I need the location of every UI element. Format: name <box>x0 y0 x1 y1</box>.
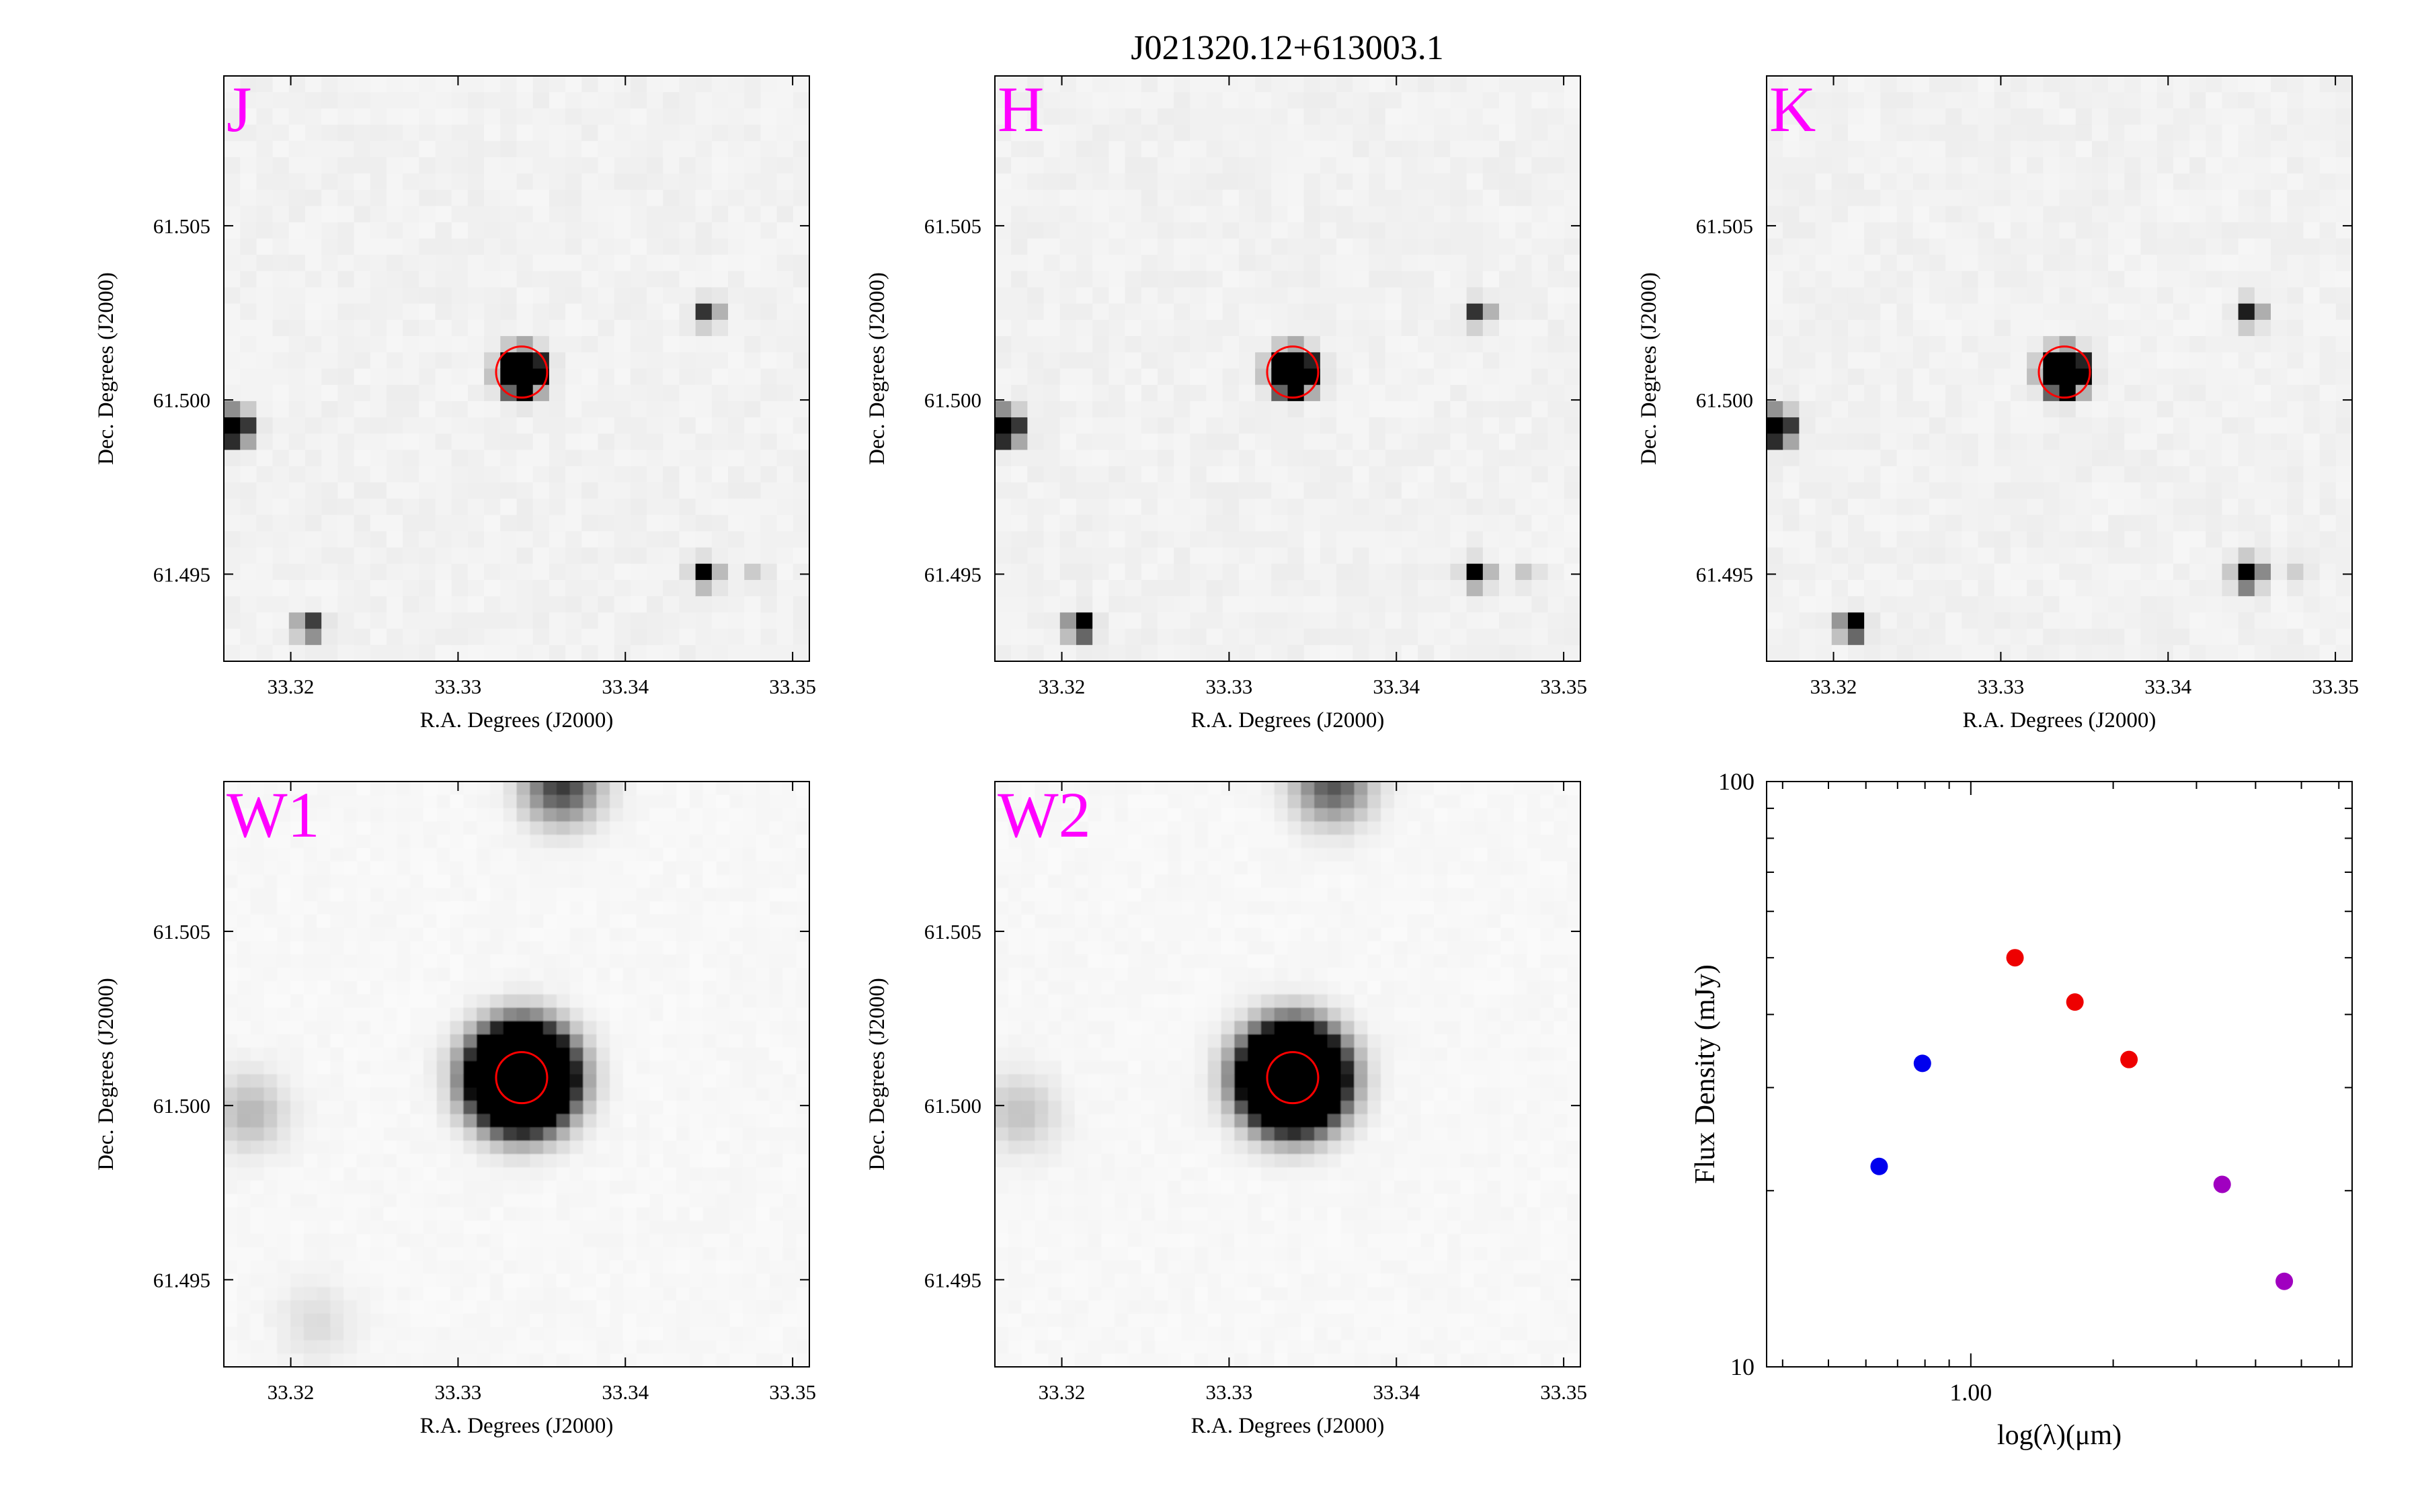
x-tick-label: 33.35 <box>769 675 816 698</box>
y-tick-label: 61.500 <box>924 388 981 412</box>
sky-image <box>995 76 1580 661</box>
y-tick-label: 61.505 <box>1696 214 1753 238</box>
y-axis-label: Flux Density (mJy) <box>1690 964 1721 1184</box>
panel-frame <box>223 781 810 1368</box>
x-tick-label: 1.00 <box>1949 1379 1992 1406</box>
x-tick-label: 33.35 <box>1540 675 1587 698</box>
band-label: H <box>998 73 1044 145</box>
x-tick-label: 33.32 <box>1039 1380 1086 1404</box>
y-axis-label: Dec. Degrees (J2000) <box>94 272 118 465</box>
y-tick-label: 61.505 <box>924 920 981 943</box>
sky-pixels <box>224 782 809 1367</box>
panel-frame <box>994 75 1581 662</box>
target-marker <box>495 1051 549 1105</box>
panel-k: K 33.32 33.33 33.34 33.35 61.495 61.500 61.505 R… <box>1637 73 2359 732</box>
y-axis-label: Dec. Degrees (J2000) <box>865 272 889 465</box>
panel-w1: W1 33.32 33.33 33.34 33.35 61.495 61.500 61.505… <box>94 779 816 1438</box>
sed-point <box>1870 1157 1888 1175</box>
y-tick-label: 61.495 <box>1696 562 1753 586</box>
x-tick-label: 33.32 <box>268 1380 315 1404</box>
band-label: W2 <box>998 779 1091 851</box>
x-axis-label: R.A. Degrees (J2000) <box>420 1414 614 1438</box>
panel-frame <box>994 781 1581 1368</box>
panel-h: H 33.32 33.33 33.34 33.35 61.495 61.500 61.505 R… <box>865 73 1587 732</box>
sed-plot: 1.00 10 100 log(λ)(μm) Flux Density (mJy) <box>1690 768 2353 1451</box>
x-tick-label: 33.34 <box>602 675 649 698</box>
y-tick-label: 61.495 <box>924 1268 981 1292</box>
sky-pixels <box>995 782 1580 1367</box>
y-tick-label: 61.500 <box>924 1094 981 1118</box>
x-axis-label: R.A. Degrees (J2000) <box>1191 708 1385 732</box>
x-tick-label: 33.33 <box>1206 675 1253 698</box>
x-tick-label: 33.33 <box>435 675 482 698</box>
band-label: K <box>1769 73 1816 145</box>
y-tick-label: 100 <box>1718 768 1755 795</box>
sky-image <box>224 782 809 1367</box>
panel-w2: W2 33.32 33.33 33.34 33.35 61.495 61.500 61.505… <box>865 779 1587 1438</box>
band-label: W1 <box>227 779 320 851</box>
target-marker <box>2038 345 2091 399</box>
x-tick-label: 33.33 <box>435 1380 482 1404</box>
target-marker <box>1266 1051 1320 1105</box>
x-tick-label: 33.35 <box>2312 675 2359 698</box>
sed-point <box>1913 1054 1931 1073</box>
x-tick-label: 33.33 <box>1206 1380 1253 1404</box>
y-tick-label: 10 <box>1730 1353 1755 1380</box>
y-tick-label: 61.505 <box>924 214 981 238</box>
x-axis-label: R.A. Degrees (J2000) <box>1191 1414 1385 1438</box>
target-marker <box>495 345 549 399</box>
x-tick-label: 33.34 <box>602 1380 649 1404</box>
y-tick-label: 61.495 <box>153 1268 210 1292</box>
sed-point <box>2120 1050 2138 1068</box>
sed-point <box>2066 993 2084 1011</box>
figure-title: J021320.12+613003.1 <box>1131 29 1444 67</box>
x-tick-label: 33.35 <box>1540 1380 1587 1404</box>
panel-frame <box>223 75 810 662</box>
sed-point <box>2006 949 2024 967</box>
sky-image <box>224 76 809 661</box>
y-tick-label: 61.505 <box>153 214 210 238</box>
y-axis-label: Dec. Degrees (J2000) <box>865 978 889 1171</box>
x-tick-label: 33.35 <box>769 1380 816 1404</box>
sed-point <box>2213 1175 2231 1193</box>
x-axis-label: R.A. Degrees (J2000) <box>420 708 614 732</box>
sky-pixels <box>1767 76 2352 661</box>
x-tick-label: 33.34 <box>1373 1380 1420 1404</box>
x-axis-label: log(λ)(μm) <box>1997 1420 2122 1451</box>
sky-pixels <box>995 76 1580 661</box>
image-panels: J 33.32 33.33 33.34 33.35 61.495 61.500 61.505 R… <box>94 73 2359 1438</box>
sed-frame <box>1766 781 2353 1368</box>
x-tick-label: 33.32 <box>268 675 315 698</box>
band-label: J <box>227 73 251 145</box>
x-tick-label: 33.32 <box>1039 675 1086 698</box>
y-tick-label: 61.505 <box>153 920 210 943</box>
y-tick-label: 61.500 <box>153 1094 210 1118</box>
sed-chart: 1.00 10 100 log(λ)(μm) Flux Density (mJy) <box>1690 768 2353 1451</box>
y-tick-label: 61.500 <box>1696 388 1753 412</box>
y-tick-label: 61.500 <box>153 388 210 412</box>
x-axis-label: R.A. Degrees (J2000) <box>1963 708 2156 732</box>
panel-frame <box>1766 75 2353 662</box>
y-tick-label: 61.495 <box>153 562 210 586</box>
x-tick-label: 33.34 <box>1373 675 1420 698</box>
panel-j: J 33.32 33.33 33.34 33.35 61.495 61.500 61.505 R… <box>94 73 816 732</box>
target-marker <box>1266 345 1320 399</box>
y-tick-label: 61.495 <box>924 562 981 586</box>
x-tick-label: 33.34 <box>2144 675 2191 698</box>
x-tick-label: 33.32 <box>1810 675 1857 698</box>
x-tick-label: 33.33 <box>1978 675 2025 698</box>
sed-point <box>2275 1272 2294 1290</box>
sky-image <box>995 782 1580 1367</box>
y-axis-label: Dec. Degrees (J2000) <box>1637 272 1661 465</box>
sky-pixels <box>224 76 809 661</box>
sky-image <box>1767 76 2352 661</box>
y-axis-label: Dec. Degrees (J2000) <box>94 978 118 1171</box>
